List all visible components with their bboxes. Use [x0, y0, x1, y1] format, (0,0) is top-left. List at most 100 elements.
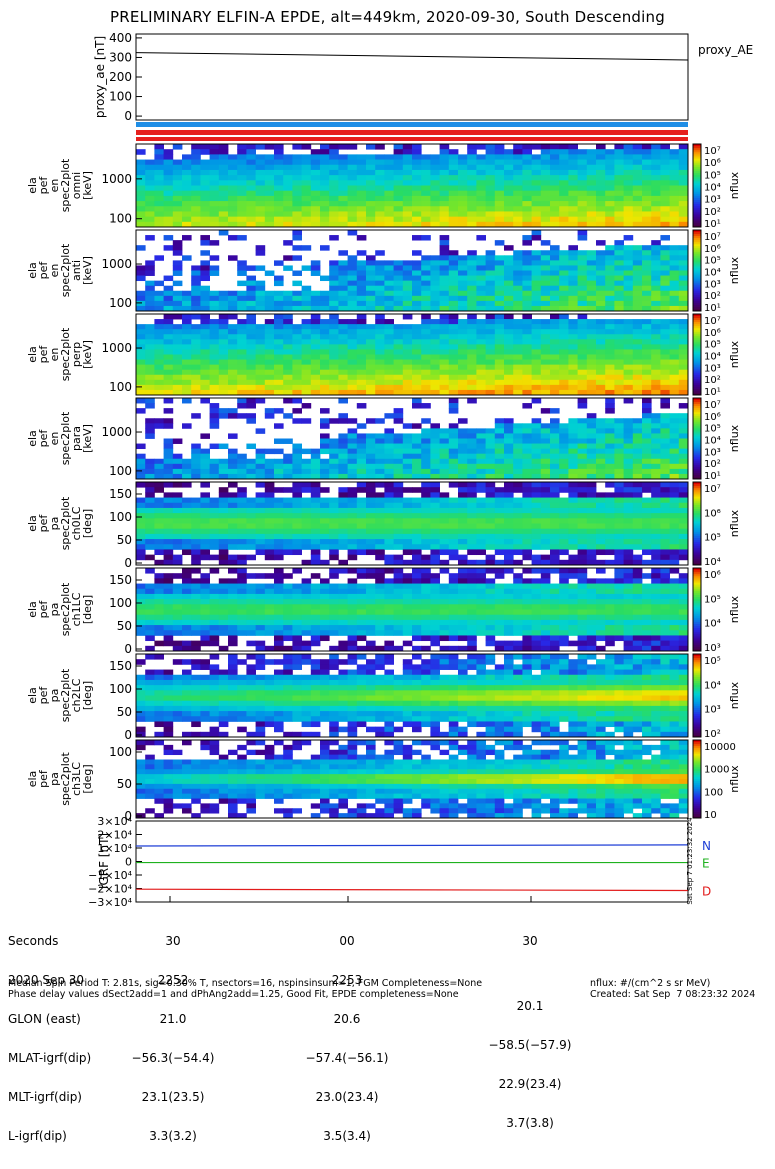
spectrogram-cell: [219, 620, 229, 626]
ela_pef_en_spec2plot_perp-colorbar-tick: 10²: [704, 375, 721, 386]
spectrogram-cell: [550, 492, 560, 498]
spectrogram-cell: [348, 544, 358, 550]
spectrogram-cell: [394, 449, 404, 454]
spectrogram-cell: [338, 518, 348, 524]
spectrogram-cell: [651, 503, 661, 509]
spectrogram-cell: [458, 271, 468, 276]
spectrogram-cell: [504, 630, 514, 636]
spectrogram-cell: [292, 482, 302, 488]
spectrogram-cell: [292, 329, 302, 334]
spectrogram-cell: [164, 191, 174, 197]
spectrogram-cell: [384, 630, 394, 636]
spectrogram-cell: [338, 276, 348, 281]
spectrogram-cell: [136, 296, 146, 301]
spectrogram-cell: [642, 255, 652, 260]
spectrogram-cell: [679, 469, 689, 474]
spectrogram-cell: [394, 186, 404, 192]
spectrogram-cell: [458, 355, 468, 360]
spectrogram-cell: [679, 544, 689, 550]
spectrogram-cell: [421, 260, 431, 265]
spectrogram-cell: [679, 217, 689, 223]
spectrogram-cell: [164, 630, 174, 636]
spectrogram-cell: [633, 355, 643, 360]
spectrogram-cell: [228, 329, 238, 334]
spectrogram-cell: [145, 487, 155, 493]
spectrogram-cell: [219, 380, 229, 385]
spectrogram-cell: [541, 539, 551, 545]
spectrogram-cell: [320, 433, 330, 438]
spectrogram-cell: [366, 503, 376, 509]
spectrogram-cell: [624, 459, 634, 464]
spectrogram-cell: [522, 498, 532, 504]
spectrogram-cell: [421, 276, 431, 281]
proxy-ae-tick-label: 200: [109, 70, 132, 84]
spectrogram-cell: [302, 539, 312, 545]
spectrogram-cell: [679, 154, 689, 160]
spectrogram-cell: [670, 433, 680, 438]
spectrogram-cell: [624, 544, 634, 550]
spectrogram-cell: [633, 334, 643, 339]
spectrogram-cell: [486, 206, 496, 212]
spectrogram-cell: [541, 428, 551, 433]
spectrogram-cell: [559, 599, 569, 605]
spectrogram-cell: [596, 518, 606, 524]
spectrogram-cell: [486, 271, 496, 276]
spectrogram-cell: [320, 334, 330, 339]
spectrogram-cell: [476, 255, 486, 260]
spectrogram-cell: [605, 375, 615, 380]
spectrogram-cell: [504, 291, 514, 296]
spectrogram-cell: [219, 630, 229, 636]
spectrogram-cell: [568, 454, 578, 459]
spectrogram-cell: [357, 568, 367, 574]
spectrogram-cell: [559, 630, 569, 636]
spectrogram-cell: [458, 418, 468, 423]
spectrogram-cell: [366, 439, 376, 444]
spectrogram-cell: [467, 324, 477, 329]
spectrogram-cell: [394, 518, 404, 524]
spectrogram-cell: [642, 469, 652, 474]
spectrogram-cell: [587, 620, 597, 626]
spectrogram-cell: [164, 620, 174, 626]
spectrogram-cell: [605, 524, 615, 530]
spectrogram-cell: [412, 276, 422, 281]
spectrogram-cell: [614, 423, 624, 428]
spectrogram-cell: [522, 191, 532, 197]
spectrogram-cell: [504, 492, 514, 498]
spectrogram-cell: [228, 604, 238, 610]
spectrogram-cell: [348, 355, 358, 360]
spectrogram-cell: [384, 615, 394, 621]
spectrogram-cell: [504, 584, 514, 590]
spectrogram-cell: [449, 286, 459, 291]
spectrogram-cell: [348, 599, 358, 605]
spectrogram-cell: [614, 360, 624, 365]
spectrogram-cell: [412, 615, 422, 621]
spectrogram-cell: [311, 534, 321, 540]
spectrogram-cell: [329, 365, 339, 370]
spectrogram-cell: [182, 324, 192, 329]
spectrogram-cell: [265, 492, 275, 498]
spectrogram-cell: [596, 599, 606, 605]
spectrogram-cell: [320, 444, 330, 449]
spectrogram-cell: [559, 513, 569, 519]
spectrogram-cell: [467, 498, 477, 504]
spectrogram-cell: [200, 211, 210, 217]
spectrogram-cell: [384, 206, 394, 212]
spectrogram-cell: [228, 539, 238, 545]
spectrogram-cell: [605, 201, 615, 207]
spectrogram-cell: [458, 286, 468, 291]
spectrogram-cell: [164, 444, 174, 449]
spectrogram-cell: [670, 149, 680, 155]
spectrogram-cell: [182, 217, 192, 223]
spectrogram-cell: [670, 281, 680, 286]
spectrogram-cell: [624, 503, 634, 509]
spectrogram-cell: [348, 186, 358, 192]
spectrogram-cell: [651, 265, 661, 270]
ela_pef_en_spec2plot_perp-colorbar-tick: 10³: [704, 363, 721, 374]
spectrogram-cell: [495, 349, 505, 354]
spectrogram-cell: [329, 615, 339, 621]
spectrogram-cell: [154, 375, 164, 380]
spectrogram-cell: [338, 296, 348, 301]
spectrogram-cell: [228, 584, 238, 590]
spectrogram-cell: [541, 487, 551, 493]
spectrogram-cell: [348, 604, 358, 610]
